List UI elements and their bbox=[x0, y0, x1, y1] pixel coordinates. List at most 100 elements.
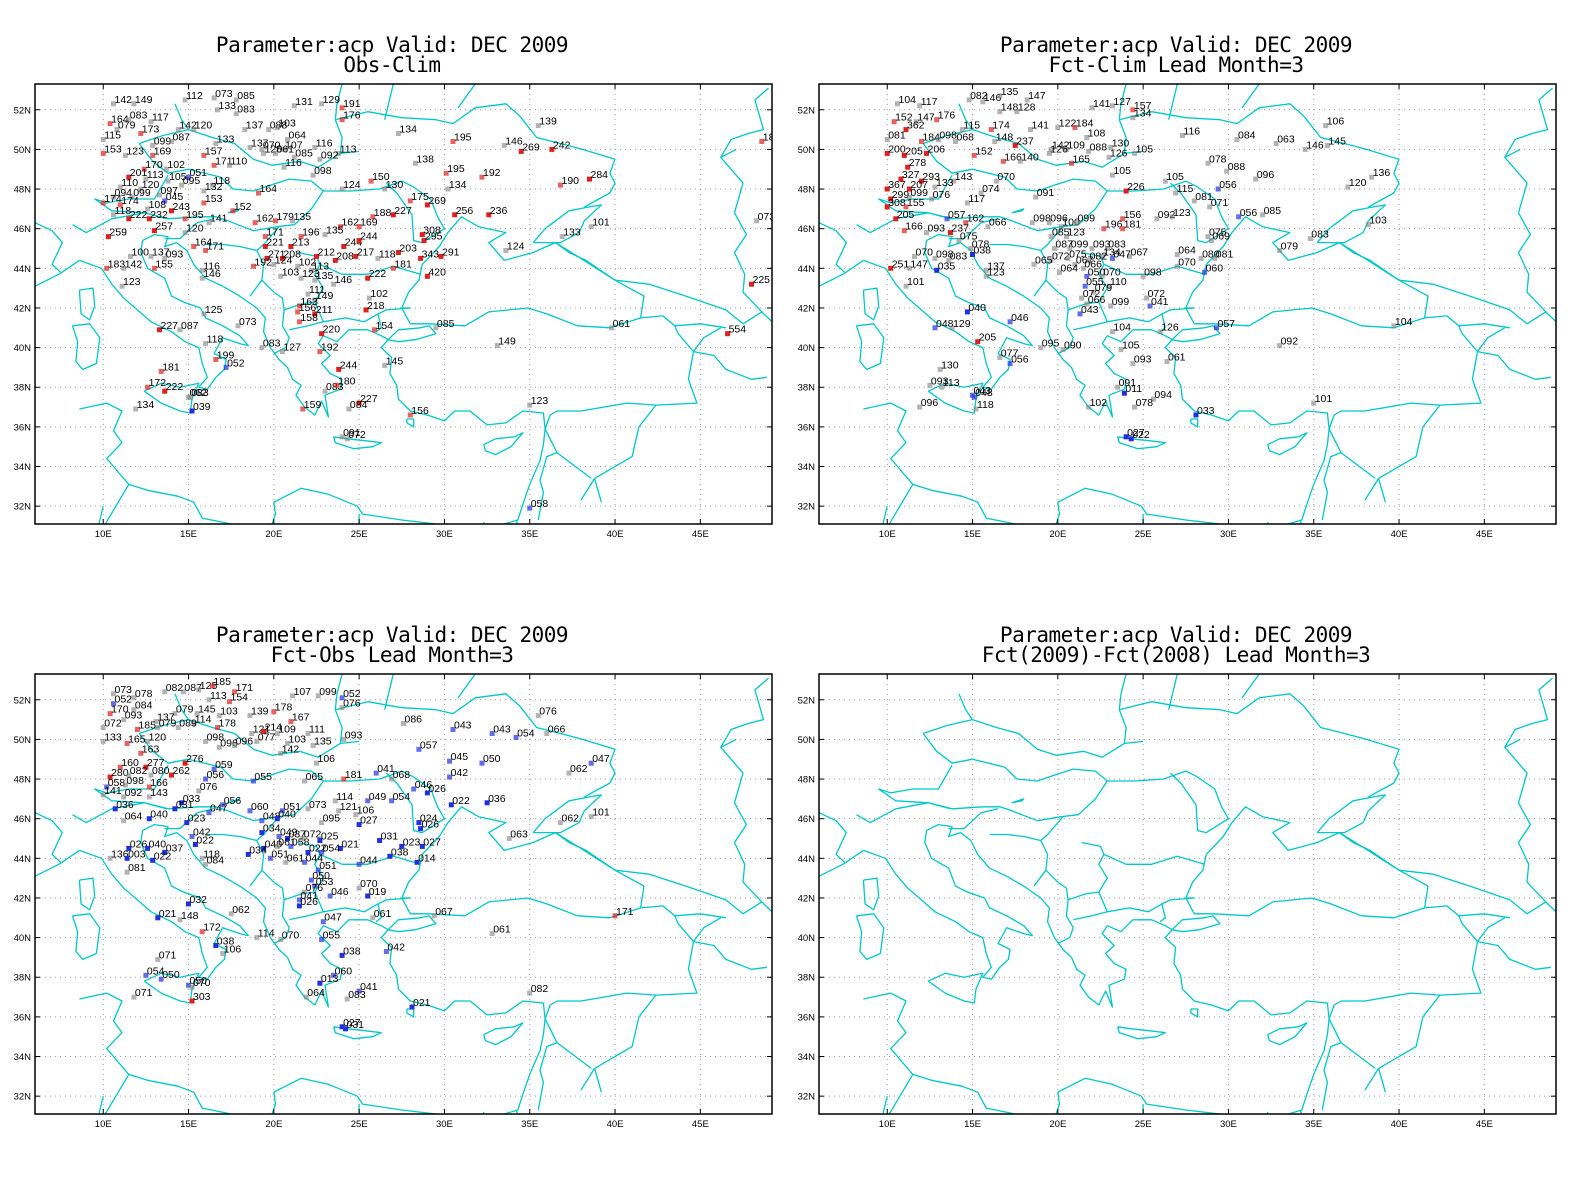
country-border bbox=[323, 180, 446, 244]
station-value-label: 343 bbox=[422, 248, 440, 260]
station-value-label: 232 bbox=[150, 209, 168, 221]
station-value-label: 091 bbox=[1119, 377, 1137, 389]
map-panel-fct-diff: Parameter:acp Valid: DEC 2009 Fct(2009)-… bbox=[784, 590, 1584, 1170]
station-marker bbox=[1132, 150, 1138, 156]
station-value-label: 116 bbox=[316, 137, 333, 149]
station-marker bbox=[612, 913, 618, 919]
station-marker bbox=[247, 713, 253, 719]
station-value-label: 206 bbox=[928, 143, 946, 155]
station-marker bbox=[963, 220, 969, 226]
station-value-label: 295 bbox=[425, 231, 443, 243]
station-marker bbox=[1150, 396, 1156, 402]
station-value-label: 145 bbox=[198, 704, 216, 716]
station-marker bbox=[1024, 97, 1030, 103]
station-marker bbox=[749, 281, 754, 287]
station-value-label: 095 bbox=[183, 175, 201, 187]
station-value-label: 039 bbox=[193, 401, 211, 413]
country-border bbox=[878, 733, 1108, 822]
station-value-label: 035 bbox=[938, 260, 956, 272]
station-value-label: 076 bbox=[200, 781, 218, 793]
station-marker bbox=[334, 382, 340, 388]
station-marker bbox=[150, 142, 156, 148]
station-marker bbox=[259, 830, 265, 836]
station-marker bbox=[216, 713, 222, 719]
station-value-label: 034 bbox=[263, 823, 281, 835]
coastline bbox=[720, 738, 772, 913]
country-borders bbox=[35, 84, 770, 524]
station-value-label: 142 bbox=[115, 94, 133, 106]
station-marker bbox=[189, 984, 195, 990]
station-marker bbox=[213, 943, 219, 948]
station-value-label: 095 bbox=[323, 813, 341, 825]
station-value-label: 067 bbox=[1131, 246, 1149, 258]
station-value-label: 137 bbox=[246, 120, 264, 132]
station-value-label: 027 bbox=[343, 1017, 361, 1029]
station-value-label: 051 bbox=[283, 801, 301, 813]
station-marker bbox=[126, 772, 132, 778]
station-value-label: 041 bbox=[1151, 296, 1169, 308]
station-marker bbox=[169, 772, 174, 778]
y-tick-label: 38N bbox=[14, 973, 32, 984]
station-value-label: 049 bbox=[280, 827, 298, 839]
station-marker bbox=[1031, 261, 1037, 267]
station-marker bbox=[494, 343, 500, 349]
station-value-label: 147 bbox=[910, 258, 928, 270]
station-value-label: 041 bbox=[300, 890, 318, 902]
station-value-label: 120 bbox=[186, 223, 204, 235]
station-value-label: 056 bbox=[1011, 354, 1029, 366]
country-border bbox=[1241, 674, 1260, 699]
station-marker bbox=[1302, 146, 1308, 152]
station-marker bbox=[934, 117, 940, 123]
station-value-label: 156 bbox=[1124, 209, 1142, 221]
station-value-label: 135 bbox=[326, 225, 344, 237]
station-value-label: 220 bbox=[323, 324, 341, 336]
country-border bbox=[1504, 677, 1554, 748]
station-value-label: 136 bbox=[1373, 167, 1391, 179]
coastline bbox=[1171, 915, 1221, 933]
station-value-label: 103 bbox=[282, 266, 300, 278]
station-marker bbox=[117, 764, 123, 770]
station-marker bbox=[339, 695, 345, 701]
station-marker bbox=[927, 382, 933, 388]
y-tick-label: 38N bbox=[798, 383, 816, 394]
station-value-label: 026 bbox=[422, 819, 440, 831]
station-marker bbox=[296, 319, 302, 325]
station-value-label: 062 bbox=[232, 904, 250, 916]
station-marker bbox=[903, 127, 909, 133]
country-border bbox=[1504, 87, 1554, 158]
station-value-label: 191 bbox=[343, 98, 361, 110]
station-marker bbox=[395, 250, 401, 255]
station-marker bbox=[291, 103, 297, 109]
x-tick-label: 25E bbox=[351, 1119, 368, 1130]
coastline bbox=[78, 287, 96, 321]
station-value-label: 118 bbox=[203, 848, 220, 860]
station-marker bbox=[179, 182, 185, 188]
station-marker bbox=[203, 776, 209, 782]
station-marker bbox=[997, 93, 1003, 99]
station-marker bbox=[274, 731, 280, 736]
station-marker bbox=[1084, 273, 1090, 279]
station-value-label: 123 bbox=[987, 266, 1005, 278]
station-value-label: 105 bbox=[1122, 340, 1140, 352]
station-value-label: 123 bbox=[126, 145, 144, 157]
country-border bbox=[882, 1074, 914, 1114]
station-value-label: 184 bbox=[922, 132, 940, 144]
station-marker bbox=[288, 843, 294, 849]
station-marker bbox=[513, 734, 519, 740]
station-value-label: 066 bbox=[548, 724, 566, 736]
station-value-label: 079 bbox=[118, 120, 136, 132]
station-marker bbox=[503, 248, 509, 253]
station-value-label: 153 bbox=[104, 143, 122, 155]
station-marker bbox=[365, 798, 371, 804]
station-marker bbox=[274, 816, 280, 822]
station-value-label: 207 bbox=[910, 179, 928, 191]
station-marker bbox=[259, 345, 265, 351]
station-value-label: 093 bbox=[166, 248, 184, 260]
country-border bbox=[537, 428, 558, 521]
station-marker bbox=[1324, 142, 1330, 148]
station-marker bbox=[1089, 105, 1095, 111]
station-marker bbox=[317, 980, 323, 986]
coastline bbox=[1171, 325, 1221, 343]
station-marker bbox=[143, 764, 149, 770]
station-value-label: 148 bbox=[181, 910, 199, 922]
